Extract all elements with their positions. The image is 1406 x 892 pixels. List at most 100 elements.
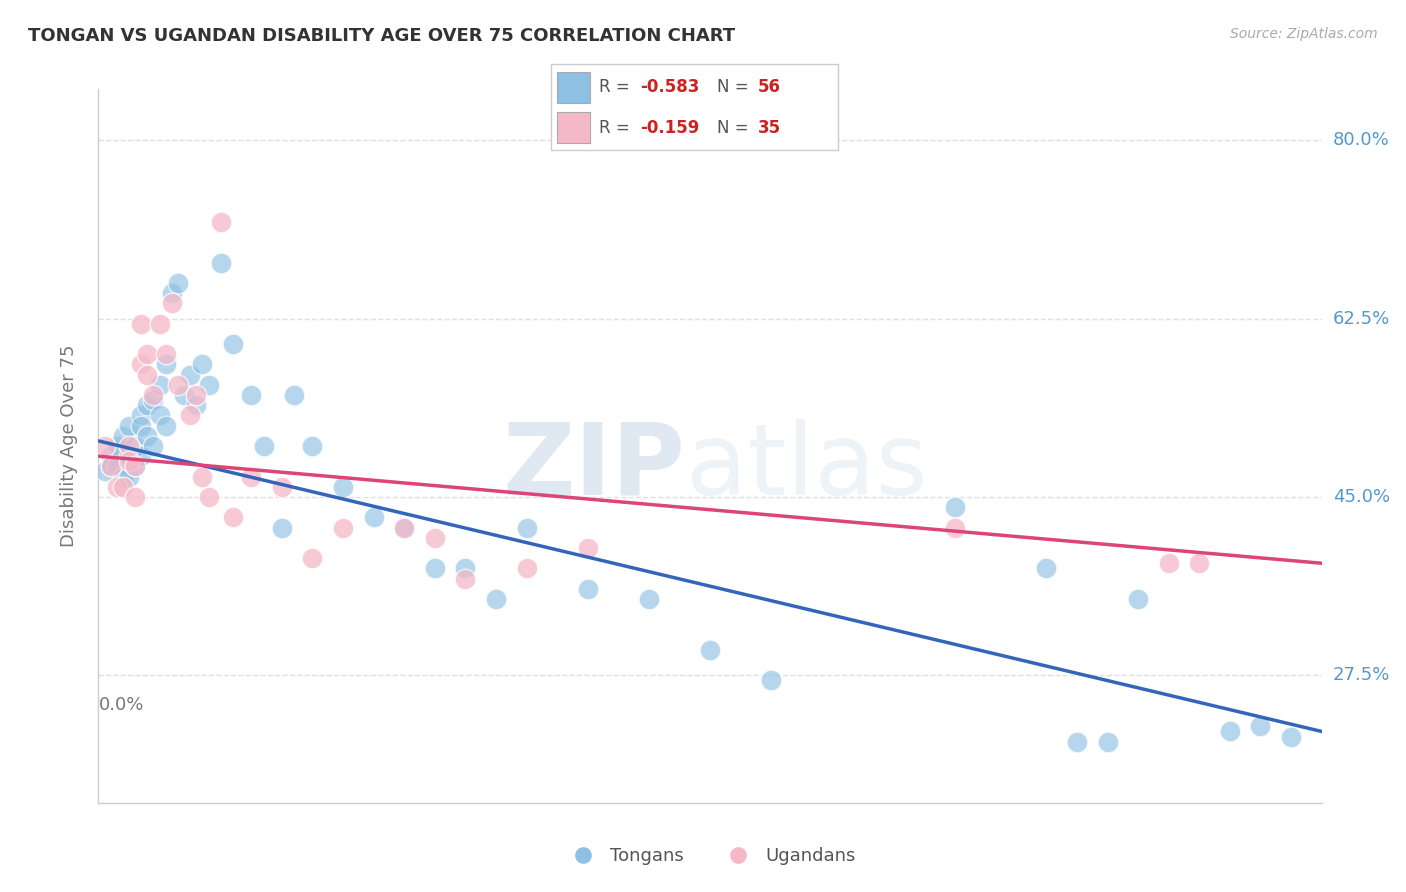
Text: 27.5%: 27.5% xyxy=(1333,666,1391,684)
Text: -0.583: -0.583 xyxy=(640,78,699,96)
Point xyxy=(142,388,165,402)
Point xyxy=(197,377,219,392)
Point xyxy=(149,317,172,331)
Point xyxy=(1279,730,1302,744)
Point xyxy=(1097,734,1119,748)
Point xyxy=(136,347,159,361)
Text: 56: 56 xyxy=(758,78,780,96)
Point xyxy=(167,276,190,290)
Point xyxy=(423,531,446,545)
Point xyxy=(332,480,354,494)
Text: 45.0%: 45.0% xyxy=(1333,488,1391,506)
Point xyxy=(105,459,128,474)
Point xyxy=(270,480,292,494)
Point xyxy=(118,449,141,463)
Point xyxy=(167,377,190,392)
Point xyxy=(149,409,172,423)
Point xyxy=(124,439,146,453)
FancyBboxPatch shape xyxy=(551,64,838,150)
Point xyxy=(155,347,177,361)
Text: R =: R = xyxy=(599,78,634,96)
Point xyxy=(392,520,416,534)
Point xyxy=(423,561,446,575)
Point xyxy=(252,439,274,453)
Point xyxy=(100,449,122,463)
Point xyxy=(1249,719,1271,733)
Point xyxy=(124,459,146,474)
Point xyxy=(118,454,141,468)
Point xyxy=(149,377,172,392)
Text: 62.5%: 62.5% xyxy=(1333,310,1391,327)
Point xyxy=(124,490,146,504)
Point xyxy=(283,388,305,402)
Y-axis label: Disability Age Over 75: Disability Age Over 75 xyxy=(59,344,77,548)
Point xyxy=(124,459,146,474)
Point xyxy=(118,439,141,453)
Point xyxy=(1188,556,1211,570)
Point xyxy=(209,255,232,269)
Point xyxy=(576,541,599,555)
Point xyxy=(209,215,232,229)
Point xyxy=(179,409,201,423)
Text: R =: R = xyxy=(599,119,634,136)
Point xyxy=(301,551,323,566)
Point xyxy=(186,388,208,402)
Text: ZIP: ZIP xyxy=(503,419,686,516)
Point xyxy=(332,520,354,534)
Point xyxy=(191,358,214,372)
Text: N =: N = xyxy=(717,119,754,136)
Text: -0.159: -0.159 xyxy=(640,119,699,136)
Point xyxy=(136,368,159,382)
Text: TONGAN VS UGANDAN DISABILITY AGE OVER 75 CORRELATION CHART: TONGAN VS UGANDAN DISABILITY AGE OVER 75… xyxy=(28,27,735,45)
Point xyxy=(136,398,159,412)
Point xyxy=(111,480,134,494)
Point xyxy=(111,429,134,443)
Point xyxy=(93,465,115,479)
Point xyxy=(301,439,323,453)
Point xyxy=(93,439,115,453)
Point xyxy=(129,449,152,463)
Point xyxy=(118,418,141,433)
Point xyxy=(129,409,152,423)
Point xyxy=(759,673,782,688)
Text: 0.0%: 0.0% xyxy=(98,696,143,714)
Text: atlas: atlas xyxy=(686,419,927,516)
Point xyxy=(240,388,263,402)
Point xyxy=(392,520,416,534)
Point xyxy=(699,643,721,657)
Point xyxy=(454,561,477,575)
Point xyxy=(173,388,195,402)
Point xyxy=(142,439,165,453)
Point xyxy=(105,480,128,494)
Point xyxy=(1128,591,1150,606)
Point xyxy=(179,368,201,382)
Point xyxy=(637,591,661,606)
Point xyxy=(186,398,208,412)
Point xyxy=(129,358,152,372)
Point xyxy=(129,418,152,433)
Point xyxy=(105,439,128,453)
Point xyxy=(943,520,966,534)
Text: Source: ZipAtlas.com: Source: ZipAtlas.com xyxy=(1230,27,1378,41)
Point xyxy=(155,358,177,372)
Text: 80.0%: 80.0% xyxy=(1333,131,1389,149)
Text: N =: N = xyxy=(717,78,754,96)
Point xyxy=(160,296,183,310)
Point xyxy=(1035,561,1057,575)
Point xyxy=(943,500,966,515)
Point xyxy=(100,459,122,474)
Point xyxy=(454,572,477,586)
Point xyxy=(197,490,219,504)
Point xyxy=(100,459,122,474)
Point xyxy=(240,469,263,483)
Text: 35: 35 xyxy=(758,119,782,136)
Point xyxy=(576,582,599,596)
Point xyxy=(516,520,538,534)
Point xyxy=(160,286,183,301)
Point xyxy=(129,317,152,331)
Point xyxy=(270,520,292,534)
Point xyxy=(155,418,177,433)
Point xyxy=(516,561,538,575)
Point xyxy=(222,510,245,524)
Point xyxy=(1066,734,1088,748)
